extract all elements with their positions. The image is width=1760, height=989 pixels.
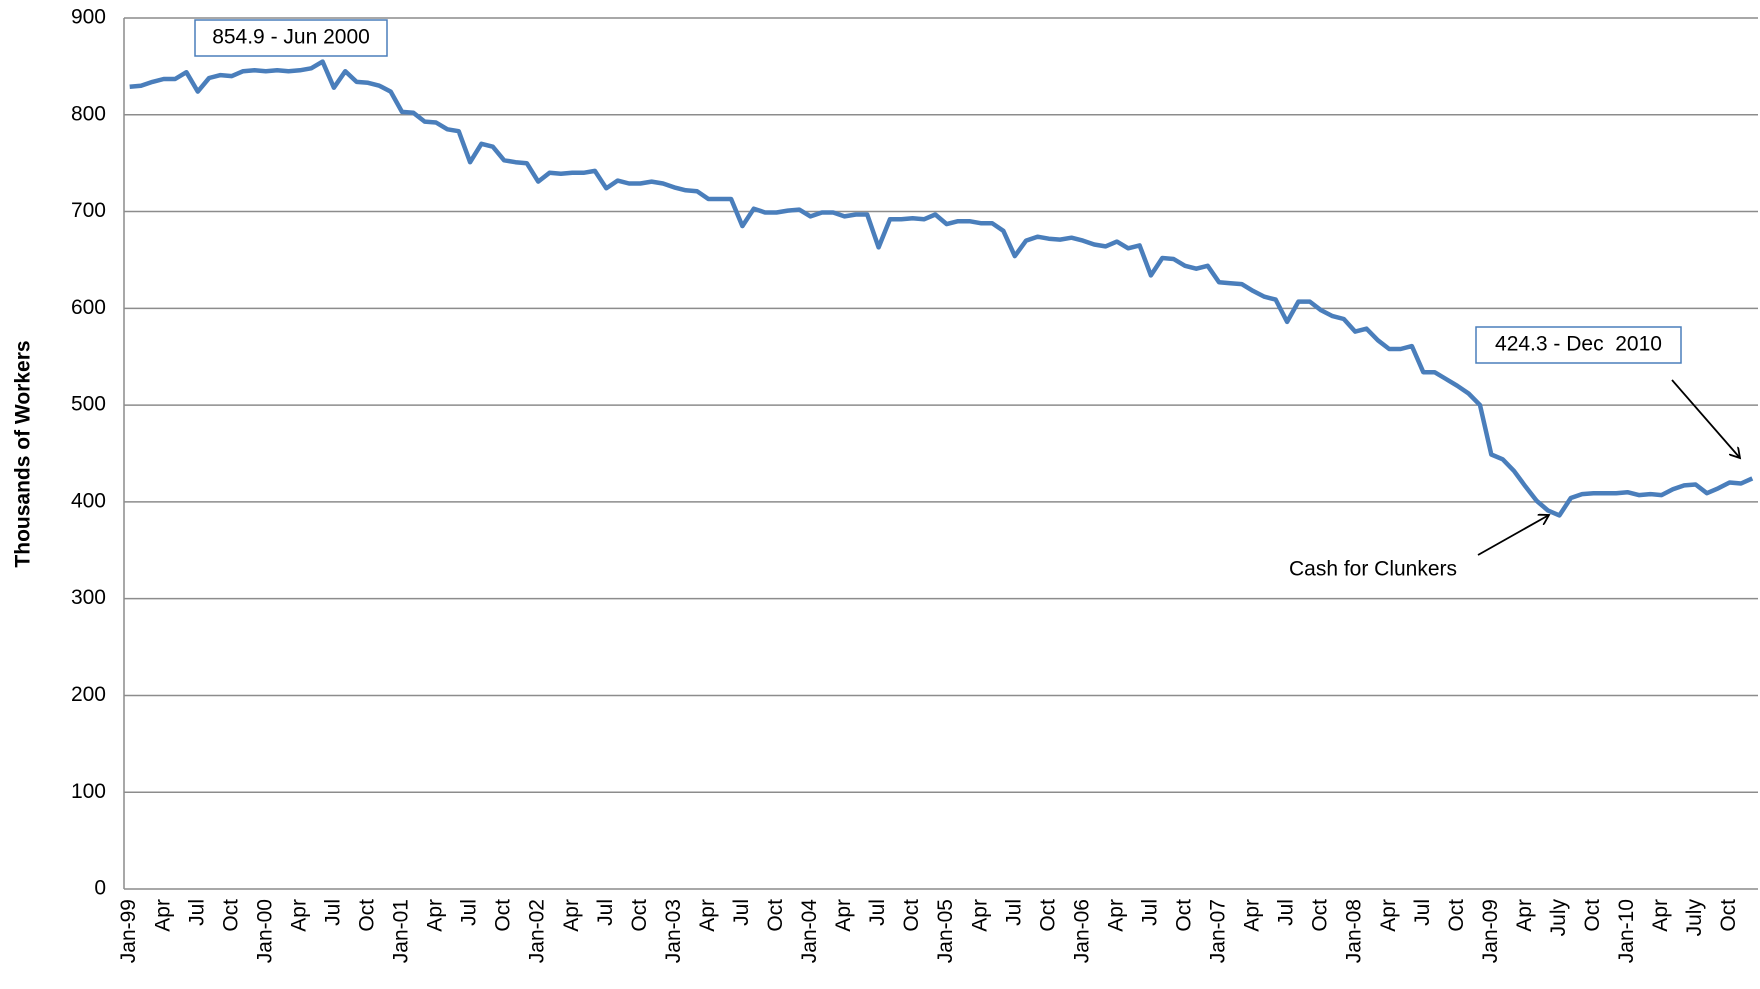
y-tick-label: 500	[71, 393, 106, 416]
annotation-arrow	[1477, 515, 1549, 556]
x-tick-label: Oct	[1173, 899, 1196, 932]
x-tick-label: Apr	[968, 899, 991, 932]
y-tick-label: 800	[71, 102, 106, 125]
y-tick-label: 0	[94, 877, 106, 900]
x-tick-label: Jan-99	[117, 899, 140, 963]
x-tick-label: Apr	[1377, 899, 1400, 932]
x-tick-label: Jan-05	[934, 899, 957, 963]
x-tick-label: Jan-03	[662, 899, 685, 963]
y-tick-label: 200	[71, 683, 106, 706]
x-tick-label: Oct	[1036, 899, 1059, 932]
x-tick-label: Jan-10	[1615, 899, 1638, 963]
x-tick-label: Jul	[458, 899, 481, 926]
x-tick-label: Jul	[1275, 899, 1298, 926]
x-tick-label: Jul	[594, 899, 617, 926]
x-tick-label: Apr	[832, 899, 855, 932]
y-tick-label: 700	[71, 199, 106, 222]
x-tick-label: Apr	[151, 899, 174, 932]
x-tick-label: Jan-02	[526, 899, 549, 963]
x-tick-label: Jul	[1002, 899, 1025, 926]
x-tick-label: Jul	[185, 899, 208, 926]
x-tick-label: Jan-04	[798, 899, 821, 964]
x-tick-label: Apr	[1241, 899, 1264, 932]
annotation: Cash for Clunkers	[1289, 558, 1457, 581]
annotation-box	[1475, 326, 1682, 364]
y-axis-label: Thousands of Workers	[12, 340, 35, 567]
x-tick-label: Oct	[356, 899, 379, 932]
x-tick-label: Apr	[287, 899, 310, 932]
y-tick-label: 100	[71, 780, 106, 803]
x-tick-label: Apr	[560, 899, 583, 932]
x-tick-label: Jan-09	[1479, 899, 1502, 963]
x-tick-label: Jan-01	[390, 899, 413, 963]
x-tick-label: Apr	[1104, 899, 1127, 932]
x-tick-label: Apr	[696, 899, 719, 932]
x-tick-label: Oct	[628, 899, 651, 932]
x-tick-label: Oct	[900, 899, 923, 932]
x-tick-label: Apr	[1649, 899, 1672, 932]
x-tick-label: Apr	[1513, 899, 1536, 932]
annotation: 424.3 - Dec 2010	[1495, 333, 1662, 356]
x-tick-label: Jul	[866, 899, 889, 926]
x-tick-label: Jan-08	[1343, 899, 1366, 963]
y-tick-label: 900	[71, 6, 106, 29]
x-tick-label: Jul	[1411, 899, 1434, 926]
y-tick-label: 300	[71, 586, 106, 609]
annotation-arrow	[1671, 379, 1740, 458]
x-tick-label: Oct	[1445, 899, 1468, 932]
x-tick-label: Oct	[764, 899, 787, 932]
data-line	[129, 59, 1754, 518]
x-tick-label: Jan-06	[1070, 899, 1093, 963]
x-tick-label: Jul	[730, 899, 753, 926]
annotation-box	[194, 19, 388, 57]
x-tick-label: Jul	[321, 899, 344, 926]
x-tick-label: Jan-07	[1207, 899, 1230, 963]
x-tick-label: Oct	[1717, 899, 1740, 932]
y-tick-label: 600	[71, 296, 106, 319]
x-tick-label: July	[1547, 899, 1570, 937]
y-tick-label: 400	[71, 489, 106, 512]
x-tick-label: Oct	[492, 899, 515, 932]
x-tick-label: Oct	[1581, 899, 1604, 932]
x-tick-label: July	[1683, 899, 1706, 937]
x-tick-label: Jan-00	[253, 899, 276, 963]
x-tick-label: Jul	[1138, 899, 1161, 926]
x-tick-label: Oct	[219, 899, 242, 932]
annotation: 854.9 - Jun 2000	[212, 26, 370, 49]
x-tick-label: Oct	[1309, 899, 1332, 932]
x-tick-label: Apr	[424, 899, 447, 932]
